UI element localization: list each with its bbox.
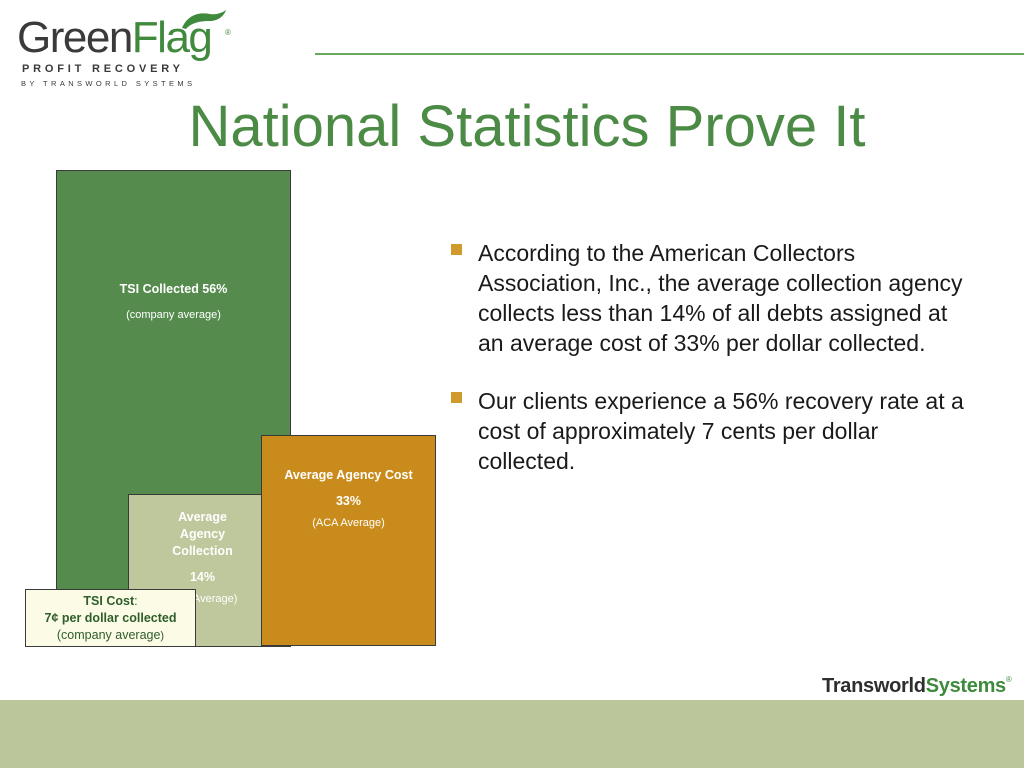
logo-word-flag: Flag [131,13,213,62]
tsi-cost-value: 7¢ per dollar collected [44,611,177,625]
avg-cost-label: Average Agency Cost [284,468,413,482]
bullet-list: According to the American Collectors Ass… [448,238,968,504]
avg-collection-line3: Collection [172,544,233,558]
header-divider [315,53,1024,55]
tsi-cost-box: TSI Cost: 7¢ per dollar collected (compa… [25,589,196,647]
logo-subtitle: PROFIT RECOVERY [22,63,184,75]
avg-collection-value: 14% [189,570,216,584]
footer-brand-part1: Transworld [822,675,926,697]
bullet-text: According to the American Collectors Ass… [478,240,963,356]
bullet-text: Our clients experience a 56% recovery ra… [478,388,964,474]
bullet-square-icon [451,392,462,403]
logo-registered: ® [225,28,231,37]
avg-collection-line1: Average [178,510,227,524]
bullet-item: Our clients experience a 56% recovery ra… [448,386,968,476]
tsi-cost-note-end: ) [160,630,165,642]
footer-registered: ® [1005,675,1012,684]
footer-band [0,700,1024,768]
avg-collection-note: Average) [193,593,238,605]
avg-collection-line2: Agency [179,527,226,541]
footer-brand-part2: Systems [925,675,1006,697]
tsi-cost-note-wrap: (company average) [26,628,195,643]
logo-byline: BY TRANSWORLD SYSTEMS [21,79,196,88]
logo-wordmark: GreenFlag [17,13,213,62]
tsi-cost-colon: : [134,594,138,608]
avg-cost-value: 33% [335,494,362,508]
tsi-cost-title: TSI Cost: [26,594,195,609]
tsi-collected-label: TSI Collected 56% [119,282,228,296]
logo-word-green: Green [17,13,133,62]
tsi-cost-label: TSI Cost [83,594,135,608]
transworld-logo: TransworldSystems® [822,675,1012,698]
flag-icon [182,10,226,29]
tsi-collected-note: (company average) [126,309,221,321]
greenflag-logo: GreenFlag ® PROFIT RECOVERY BY TRANSWORL… [17,8,237,90]
avg-cost-note: (ACA Average) [312,517,385,529]
bullet-item: According to the American Collectors Ass… [448,238,968,358]
tsi-cost-note: (company average [56,628,161,642]
page-title: National Statistics Prove It [188,94,866,159]
bullet-square-icon [451,244,462,255]
avg-agency-cost-box: Average Agency Cost 33% (ACA Average) [261,435,436,646]
